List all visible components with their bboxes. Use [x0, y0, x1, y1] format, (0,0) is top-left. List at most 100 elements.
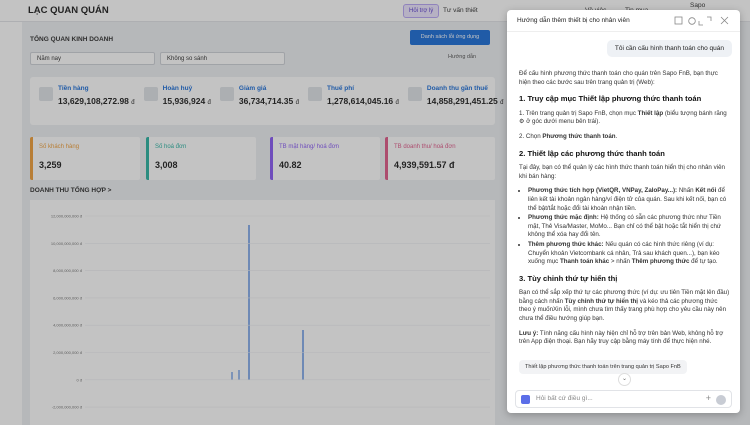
answer-paragraph: 1. Trên trang quản trị Sapo FnB, chọn mụ… [519, 110, 731, 127]
scroll-down[interactable]: ⌄ [618, 373, 631, 386]
help-link[interactable]: Hướng dẫn [448, 54, 477, 60]
y-axis-label: 8,000,000,000 đ [53, 268, 83, 273]
answer-paragraph: Lưu ý: Tính năng cấu hình này hiện chỉ h… [519, 330, 731, 347]
section-title: TỔNG QUAN KINH DOANH [30, 36, 114, 43]
filter-select[interactable]: Năm nay [30, 52, 155, 65]
stat-card: TB mặt hàng/ hoá đơn 40.82 [270, 137, 380, 180]
kpi-value: 36,734,714.35 đ [238, 96, 299, 106]
bold-text: Phương thức mặc định: [528, 214, 599, 222]
kpi-unit: đ [207, 100, 211, 106]
kpi-value: 14,858,291,451.25 đ [426, 96, 504, 106]
chart-title-text: DOANH THU TỔNG HỢP [30, 187, 106, 194]
text-run: để liên kết tài khoản ngân hàng/ví điện … [528, 187, 727, 212]
kpi-unit: đ [295, 100, 299, 106]
kpi-icon [307, 87, 322, 101]
y-axis-label: 12,000,000,000 đ [51, 214, 83, 219]
panel-header: Hướng dẫn thêm thiết bị cho nhân viên [507, 10, 740, 32]
kpi-icon [219, 87, 234, 101]
answer-heading: 2. Thiết lập các phương thức thanh toán [519, 148, 731, 159]
bold-text: Thiết lập [637, 109, 664, 117]
nav-item[interactable]: Tư vấn thiết [443, 7, 478, 14]
chart-title[interactable]: DOANH THU TỔNG HỢP > [30, 187, 111, 194]
stat-value: 4,939,591.57 đ [394, 160, 455, 170]
stat-card: Số khách hàng 3,259 [30, 137, 140, 180]
bold-text: Thêm phương thức khác: [528, 240, 604, 248]
text-run: (biểu tượng bánh răng ⚙ ở góc dưới menu … [519, 109, 727, 126]
stat-label: Số hoá đơn [155, 144, 187, 150]
kpi-unit: đ [395, 100, 399, 106]
text-run: 2. Chọn [519, 132, 543, 140]
answer-heading: 1. Truy cập mục Thiết lập phương thức th… [519, 94, 731, 104]
y-axis-label: 4,000,000,000 đ [53, 323, 83, 328]
bold-text: Phương thức thanh toán [542, 132, 616, 140]
bold-text: Tùy chỉnh thứ tự hiển thị [564, 297, 639, 305]
stat-value: 3,008 [155, 160, 178, 170]
text-run: Nhấn [677, 187, 696, 195]
kpi-value: 13,629,108,272.98 đ [58, 96, 135, 106]
input-placeholder: Hỏi bất cứ điều gì... [536, 395, 593, 402]
stat-label: Số khách hàng [39, 144, 80, 150]
bullet-item: Thêm phương thức khác: Nếu quán có các h… [528, 241, 731, 267]
chat-input[interactable]: Hỏi bất cứ điều gì... + [515, 390, 732, 408]
kpi: Giảm giá 36,734,714.35 đ [211, 77, 299, 125]
kpi-label: Thuế phí [326, 85, 355, 92]
y-axis-label: 2,000,000,000 đ [53, 350, 83, 355]
kpi-unit: đ [131, 100, 135, 106]
chart-link: > [107, 187, 112, 194]
text-run: Tính năng cấu hình này hiện chỉ hỗ trợ t… [519, 329, 724, 346]
bold-text: Phương thức tích hợp (VietQR, VNPay, Zal… [528, 187, 678, 195]
action-button[interactable]: Danh sách lỗi ứng dụng [410, 30, 490, 45]
kpi-value: 1,278,614,045.16 đ [326, 96, 399, 106]
text-run: để tự tạo. [689, 258, 718, 266]
text-run: Để cấu hình phương thức thanh toán cho q… [519, 70, 718, 86]
kpi-label: Giảm giá [238, 85, 267, 92]
stat-label: TB doanh thu/ hoá đơn [394, 144, 456, 150]
text-run: và kéo thả các phương thức theo ý muốnXi… [519, 297, 727, 323]
assistant-badge[interactable]: Hỏi trợ lý [403, 4, 440, 18]
y-axis-label: 10,000,000,000 đ [51, 241, 83, 246]
suggestion-chip[interactable]: Thiết lập phương thức thanh toán trên tr… [519, 360, 687, 374]
answer-heading: 3. Tùy chỉnh thứ tự hiển thị [519, 273, 731, 284]
text-run: Bạn có thể sắp xếp thứ tự các phương thứ… [519, 289, 730, 305]
text-run: Tại đây, bạn có thể quản lý các hình thứ… [519, 164, 725, 180]
bold-text: Thêm phương thức [631, 258, 690, 266]
kpi-icon [143, 87, 158, 101]
bold-text: Lưu ý: [519, 329, 539, 337]
y-axis-label: 6,000,000,000 đ [53, 295, 83, 300]
y-axis-label: -2,000,000,000 đ [52, 405, 83, 410]
text-run: 1. Trên trang quản trị Sapo FnB, chọn mụ… [519, 109, 638, 117]
kpi-icon [407, 87, 422, 101]
kpi: Tiền hàng 13,629,108,272.98 đ [30, 77, 135, 125]
nav-item[interactable]: Sapo [690, 2, 706, 9]
text-run: . [615, 132, 618, 140]
stat-value: 40.82 [279, 160, 302, 170]
kpi: Hoàn huỷ 15,936,924 đ [135, 77, 211, 125]
bullet-item: Phương thức tích hợp (VietQR, VNPay, Zal… [528, 187, 731, 213]
bold-text: Thanh toán khác [560, 258, 610, 266]
bullet-list: Phương thức tích hợp (VietQR, VNPay, Zal… [519, 187, 731, 266]
text-run: Nếu quán có các hình thức riêng (ví dụ: … [528, 240, 720, 266]
answer-paragraph: Để cấu hình phương thức thanh toán cho q… [519, 70, 731, 87]
kpi-icon [39, 87, 53, 101]
text-run: > nhấn [609, 258, 632, 266]
store-title: LẠC QUAN QUÁN [28, 5, 109, 16]
y-axis-label: 0 đ [76, 377, 82, 382]
answer-paragraph: Bạn có thể sắp xếp thứ tự các phương thứ… [519, 289, 731, 323]
text-run: 3. Tùy chỉnh thứ tự hiển thị [519, 273, 618, 283]
panel-title: Hướng dẫn thêm thiết bị cho nhân viên [517, 17, 630, 24]
text-run: 2. Thiết lập các phương thức thanh toán [519, 148, 665, 158]
bullet-item: Phương thức mặc định: Hệ thống có sẵn cá… [528, 214, 731, 240]
kpi-value: 15,936,924 đ [162, 96, 211, 106]
kpi-box: Tiền hàng 13,629,108,272.98 đ Hoàn huỷ 15,9… [30, 77, 504, 125]
stat-value: 3,259 [39, 160, 62, 170]
stat-card: Số hoá đơn 3,008 [146, 137, 256, 180]
kpi: Thuế phí 1,278,614,045.16 đ [299, 77, 399, 125]
stat-label: TB mặt hàng/ hoá đơn [279, 144, 339, 150]
text-run: Hệ thống có sẵn các phương thức như Tiền… [528, 214, 722, 239]
panel-controls[interactable] [674, 16, 734, 26]
filter-select[interactable]: Không so sánh [160, 52, 285, 65]
assistant-answer: Để cấu hình phương thức thanh toán cho q… [519, 70, 731, 353]
bold-text: Kết nối [695, 187, 717, 195]
answer-paragraph: Tại đây, bạn có thể quản lý các hình thứ… [519, 164, 731, 181]
